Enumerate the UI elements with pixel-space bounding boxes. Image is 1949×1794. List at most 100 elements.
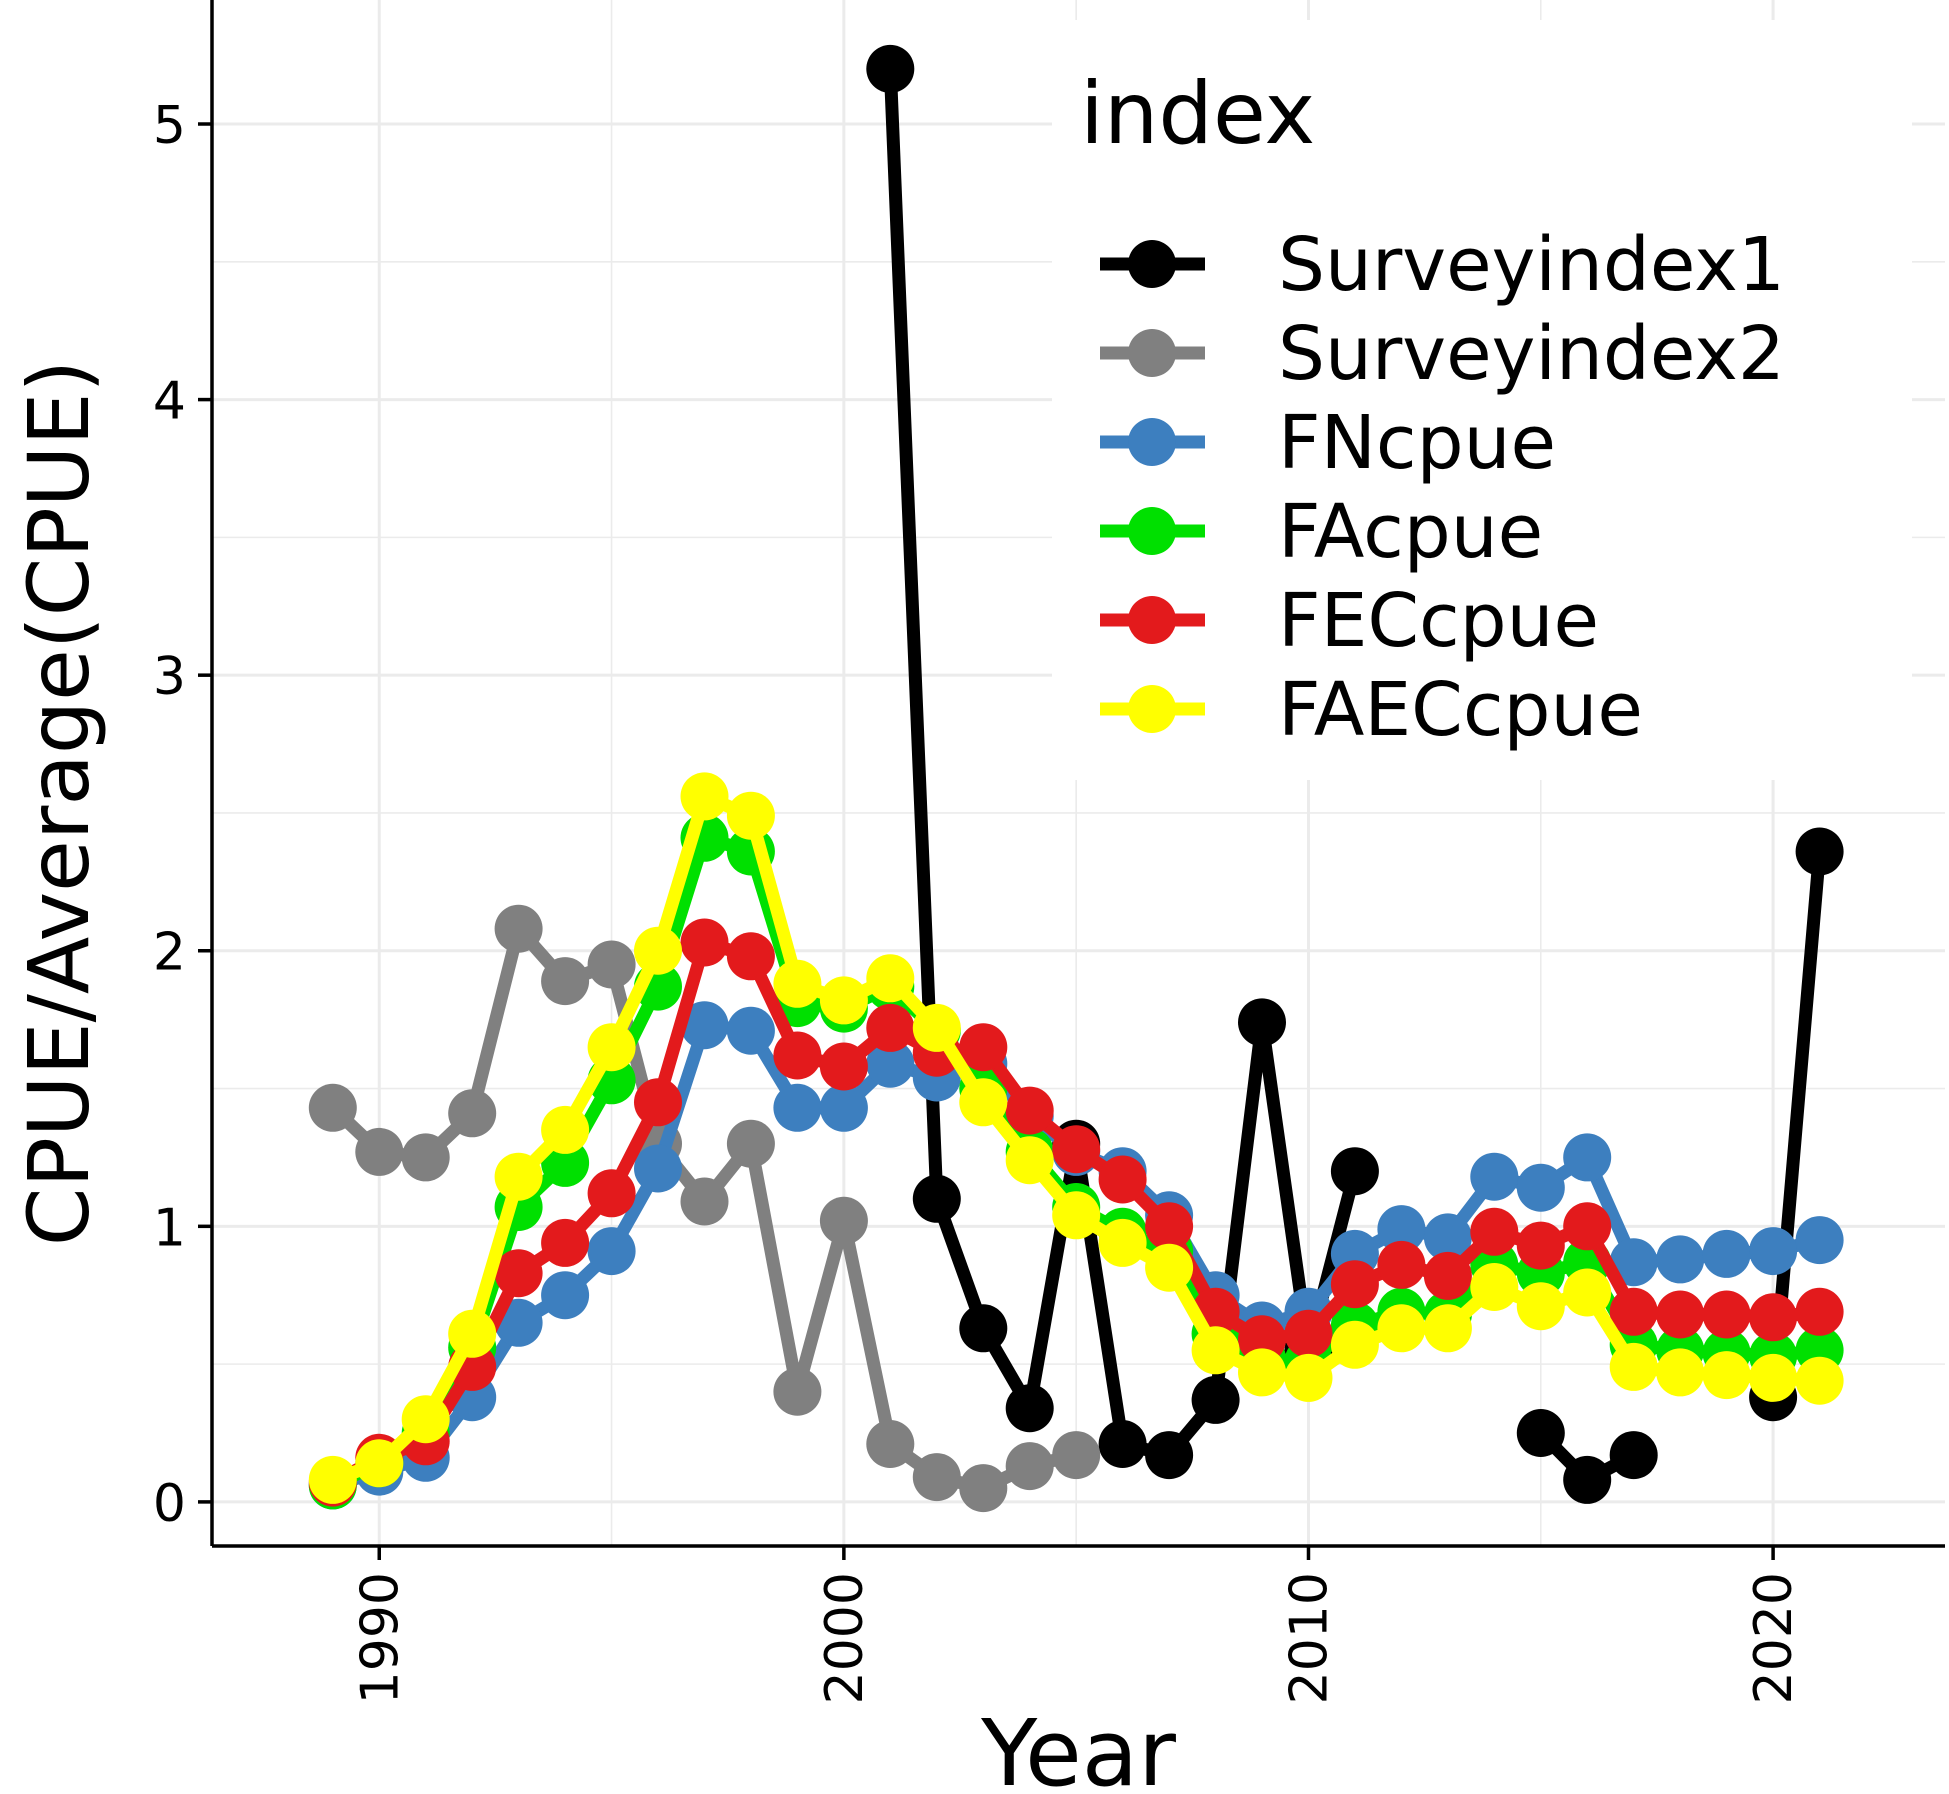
data-point <box>1702 1229 1751 1278</box>
data-point <box>448 1089 497 1138</box>
data-point <box>634 1144 682 1193</box>
data-point <box>1377 1304 1426 1353</box>
x-axis-title: Year <box>980 1700 1176 1794</box>
data-point <box>959 1023 1008 1072</box>
legend-key-point <box>1128 507 1176 555</box>
series-faeccpue <box>308 772 1844 1504</box>
data-point <box>1609 1287 1658 1336</box>
data-point <box>634 926 682 975</box>
data-point <box>1749 1353 1798 1402</box>
data-point <box>1795 1216 1844 1265</box>
legend-label: FECcpue <box>1278 578 1599 664</box>
data-point <box>773 1367 822 1416</box>
data-point <box>773 959 822 1008</box>
legend-background <box>1052 20 1912 780</box>
legend-key-point <box>1128 240 1176 288</box>
data-point <box>1563 1202 1612 1251</box>
data-point <box>1005 1136 1054 1185</box>
data-point <box>680 918 729 967</box>
x-tick-label: 1990 <box>350 1572 410 1704</box>
data-point <box>1656 1235 1705 1284</box>
legend-key-point <box>1128 329 1176 377</box>
data-point <box>587 1023 636 1072</box>
legend-title: index <box>1080 64 1315 164</box>
data-point <box>1749 1293 1798 1342</box>
data-point <box>1284 1353 1333 1402</box>
data-point <box>1330 1147 1379 1196</box>
data-point <box>1191 1326 1240 1375</box>
data-point <box>1516 1163 1565 1212</box>
y-tick-label: 1 <box>153 1198 186 1258</box>
data-point <box>1563 1268 1612 1317</box>
legend-label: Surveyindex1 <box>1278 222 1785 308</box>
legend-label: FNcpue <box>1278 400 1556 486</box>
data-point <box>866 44 915 93</box>
data-point <box>1330 1260 1379 1309</box>
data-point <box>1098 1155 1147 1204</box>
data-point <box>1795 1287 1844 1336</box>
data-point <box>1238 1348 1286 1397</box>
data-point <box>1609 1238 1658 1287</box>
data-point <box>819 1042 868 1091</box>
legend: index Surveyindex1Surveyindex2FNcpueFAcpu… <box>1052 20 1912 780</box>
data-point <box>1098 1420 1147 1468</box>
data-point <box>494 1152 543 1201</box>
data-point <box>866 1039 915 1088</box>
data-point <box>308 1455 357 1504</box>
data-point <box>541 1105 590 1154</box>
data-point <box>1423 1213 1472 1262</box>
data-point <box>355 1439 404 1488</box>
legend-label: Surveyindex2 <box>1278 311 1785 397</box>
data-point <box>959 1304 1008 1353</box>
data-point <box>680 1001 729 1050</box>
data-point <box>1516 1221 1565 1270</box>
data-point <box>912 1453 961 1502</box>
data-point <box>541 1218 590 1267</box>
data-point <box>1145 1243 1194 1292</box>
legend-label: FAECcpue <box>1278 667 1643 753</box>
data-point <box>1098 1218 1147 1267</box>
data-point <box>1145 1431 1194 1480</box>
data-point <box>587 1227 636 1276</box>
data-point <box>1423 1251 1472 1300</box>
data-point <box>1656 1348 1705 1397</box>
data-point <box>1470 1152 1519 1201</box>
data-point <box>773 1031 822 1080</box>
data-point <box>1377 1240 1426 1289</box>
data-point <box>401 1133 450 1182</box>
legend-key-point <box>1128 685 1176 733</box>
y-tick-label: 2 <box>153 923 186 983</box>
axes: 0 1 2 3 4 5 1990 2000 2010 2020 Year CPUE/Average(C… <box>10 0 1945 1794</box>
data-point <box>1656 1290 1705 1339</box>
data-point <box>1470 1263 1519 1311</box>
data-point <box>634 1078 682 1127</box>
data-point <box>1238 1315 1286 1364</box>
data-point <box>959 1078 1008 1127</box>
data-point <box>1284 1309 1333 1358</box>
data-point <box>1330 1320 1379 1369</box>
data-point <box>726 932 775 981</box>
data-point <box>1005 1384 1054 1433</box>
data-point <box>1191 1375 1240 1424</box>
x-tick-label: 2010 <box>1279 1572 1339 1704</box>
x-tick-label: 2020 <box>1744 1572 1804 1704</box>
y-tick-label: 0 <box>153 1474 186 1534</box>
data-series <box>308 44 1844 1513</box>
data-point <box>541 957 590 1006</box>
y-axis-title: CPUE/Average(CPUE) <box>10 360 108 1247</box>
series-surveyindex2 <box>308 904 1101 1513</box>
data-point <box>494 1249 543 1298</box>
data-point <box>726 1006 775 1055</box>
legend-key-point <box>1128 418 1176 466</box>
data-point <box>1563 1455 1612 1504</box>
data-point <box>1145 1202 1194 1251</box>
data-point <box>1795 1356 1844 1405</box>
data-point <box>773 1083 822 1132</box>
data-point <box>819 1196 868 1245</box>
y-tick-label: 5 <box>153 96 186 156</box>
data-point <box>680 772 729 821</box>
data-point <box>1563 1133 1612 1182</box>
x-tick-label: 2000 <box>815 1572 875 1704</box>
data-point <box>587 1169 636 1218</box>
